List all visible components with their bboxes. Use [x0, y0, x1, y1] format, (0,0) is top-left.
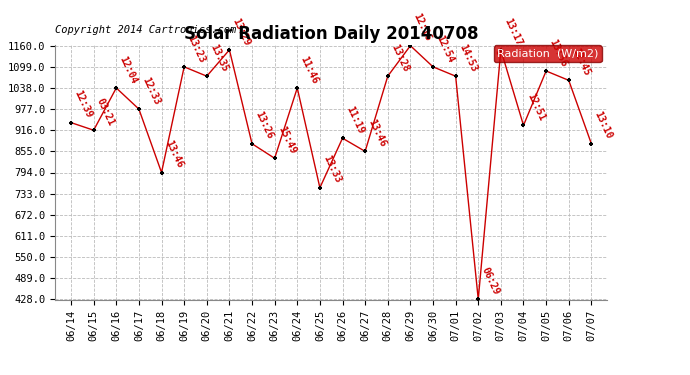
Point: [586, 141, 597, 147]
Text: 13:28: 13:28: [389, 42, 411, 74]
Text: 12:39: 12:39: [72, 89, 94, 120]
Point: [473, 296, 484, 302]
Point: [337, 135, 348, 141]
Text: Copyright 2014 Cartronics.com: Copyright 2014 Cartronics.com: [55, 25, 237, 35]
Text: 12:16: 12:16: [412, 12, 433, 43]
Point: [292, 85, 303, 91]
Text: 11:19: 11:19: [344, 105, 366, 135]
Text: 12:54: 12:54: [435, 33, 456, 64]
Point: [66, 120, 77, 126]
Point: [224, 47, 235, 53]
Text: 13:26: 13:26: [253, 110, 275, 141]
Point: [111, 85, 122, 91]
Point: [382, 73, 393, 79]
Text: 12:04: 12:04: [118, 54, 139, 85]
Text: 12:45: 12:45: [570, 47, 591, 78]
Point: [518, 122, 529, 128]
Text: 13:33: 13:33: [322, 154, 343, 185]
Point: [133, 106, 144, 112]
Text: 13:10: 13:10: [593, 110, 614, 141]
Point: [156, 170, 167, 176]
Legend: Radiation  (W/m2): Radiation (W/m2): [493, 45, 602, 62]
Point: [269, 155, 280, 161]
Point: [201, 73, 213, 79]
Point: [405, 43, 416, 49]
Point: [450, 73, 461, 79]
Text: 12:51: 12:51: [525, 92, 546, 123]
Text: 13:56: 13:56: [547, 38, 569, 68]
Text: 13:29: 13:29: [230, 16, 253, 47]
Point: [88, 127, 99, 133]
Text: 14:53: 14:53: [457, 42, 478, 74]
Point: [179, 64, 190, 70]
Point: [563, 77, 574, 83]
Title: Solar Radiation Daily 20140708: Solar Radiation Daily 20140708: [184, 26, 478, 44]
Point: [359, 148, 371, 154]
Point: [428, 64, 439, 70]
Point: [315, 185, 326, 191]
Text: 12:33: 12:33: [140, 75, 161, 106]
Text: 15:49: 15:49: [276, 124, 297, 156]
Point: [495, 47, 506, 53]
Text: 13:17: 13:17: [502, 16, 524, 47]
Text: 13:35: 13:35: [208, 42, 230, 74]
Text: 13:23: 13:23: [186, 33, 207, 64]
Text: 06:29: 06:29: [480, 266, 501, 297]
Text: 13:46: 13:46: [366, 118, 388, 148]
Text: 11:46: 11:46: [299, 54, 320, 85]
Text: 03:21: 03:21: [95, 97, 117, 128]
Text: 13:46: 13:46: [163, 139, 184, 170]
Point: [246, 141, 257, 147]
Point: [540, 68, 551, 74]
